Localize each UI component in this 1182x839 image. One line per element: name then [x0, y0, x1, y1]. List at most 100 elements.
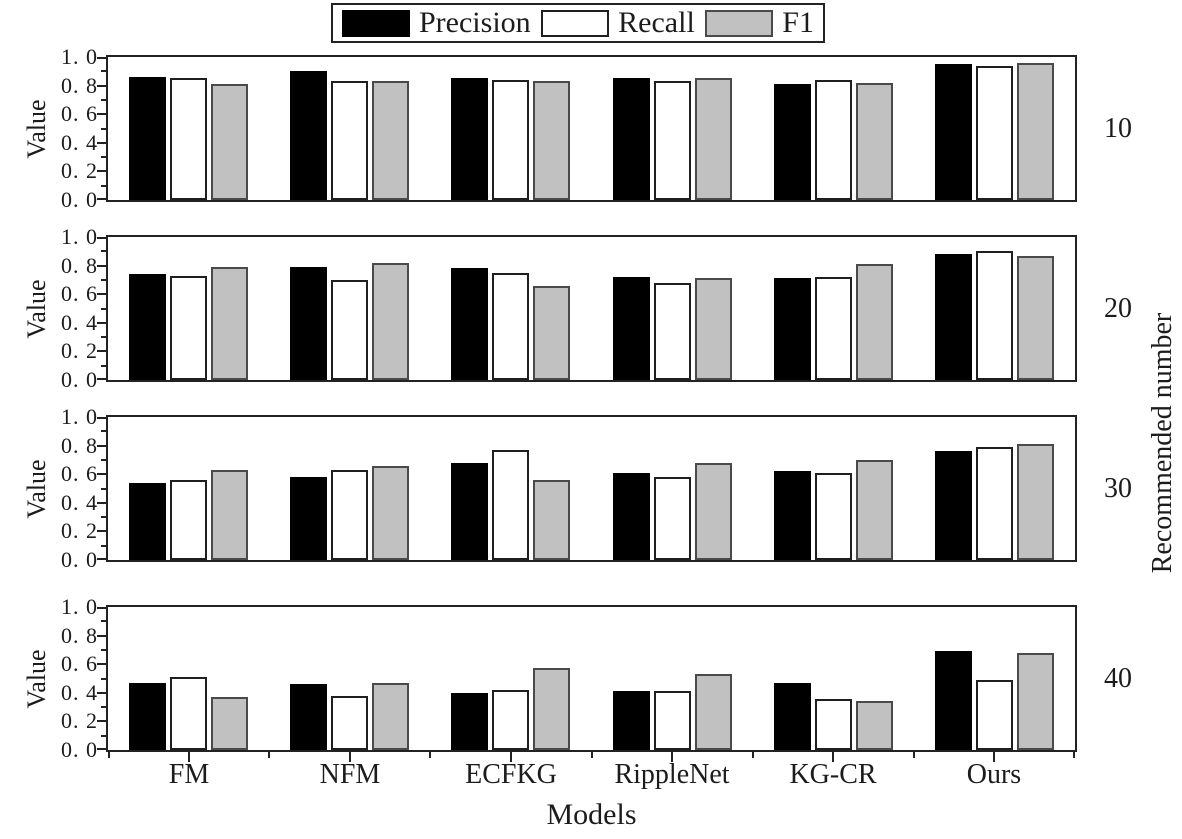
y-minor-tick: [101, 620, 106, 622]
y-minor-tick: [101, 459, 106, 461]
subplot-panel-40: [97, 605, 1077, 762]
y-minor-tick: [101, 735, 106, 737]
bar-recall-FM: [170, 677, 207, 750]
bar-recall-KG-CR: [815, 473, 852, 560]
recommended-number-label: 20: [1104, 292, 1132, 324]
subplot-panel-30: [97, 415, 1077, 562]
legend-label-recall: Recall: [618, 6, 695, 39]
bar-precision-ECFKG: [451, 78, 488, 200]
recall-swatch-icon: [541, 9, 610, 37]
legend-entry-recall: Recall: [541, 8, 695, 38]
bar-precision-ECFKG: [451, 463, 488, 560]
bar-f1-RippleNet: [695, 674, 732, 750]
y-tick-label: 1. 0: [61, 404, 98, 429]
x-tick-label-nfm: NFM: [319, 759, 381, 790]
precision-swatch-icon: [342, 9, 410, 37]
y-axis-title: Value: [22, 278, 51, 339]
y-major-tick: [97, 530, 106, 532]
y-tick-label: 0. 0: [61, 187, 98, 212]
bar-recall-ECFKG: [492, 450, 529, 560]
y-axis-title: Value: [22, 98, 51, 159]
y-tick-label: 0. 0: [61, 547, 98, 572]
x-minor-tick: [913, 752, 915, 758]
y-minor-tick: [101, 706, 106, 708]
y-minor-tick: [101, 365, 106, 367]
bar-precision-NFM: [290, 71, 327, 200]
bar-recall-Ours: [976, 447, 1013, 560]
y-tick-label: 0. 2: [61, 338, 98, 363]
bar-f1-FM: [211, 470, 248, 560]
y-tick-label: 0. 8: [61, 433, 98, 458]
legend-entry-precision: Precision: [342, 8, 531, 38]
bar-precision-FM: [129, 683, 166, 750]
y-tick-label: 0. 4: [61, 680, 98, 705]
y-major-tick: [97, 265, 106, 267]
legend: Precision Recall F1: [331, 3, 825, 43]
bar-recall-NFM: [331, 470, 368, 560]
bar-recall-ECFKG: [492, 273, 529, 380]
x-axis-title: Models: [546, 798, 637, 831]
bar-precision-NFM: [290, 477, 327, 560]
y-major-tick: [97, 350, 106, 352]
y-tick-label: 0. 0: [61, 737, 98, 762]
recommended-number-label: 10: [1104, 112, 1132, 144]
bar-f1-FM: [211, 84, 248, 200]
y-major-tick: [97, 663, 106, 665]
bar-f1-NFM: [372, 81, 409, 200]
bar-recall-KG-CR: [815, 277, 852, 380]
y-axis-title: Value: [22, 458, 51, 519]
y-minor-tick: [101, 336, 106, 338]
bar-precision-ECFKG: [451, 268, 488, 380]
bar-recall-RippleNet: [654, 81, 691, 200]
bar-precision-Ours: [935, 64, 972, 200]
y-tick-label: 0. 2: [61, 518, 98, 543]
bar-f1-NFM: [372, 466, 409, 560]
bar-recall-RippleNet: [654, 691, 691, 750]
y-major-tick: [97, 473, 106, 475]
y-major-tick: [97, 57, 106, 59]
bar-f1-KG-CR: [856, 83, 893, 200]
y-major-tick: [97, 198, 106, 200]
x-minor-tick: [591, 752, 593, 758]
y-major-tick: [97, 293, 106, 295]
bar-recall-FM: [170, 480, 207, 560]
bar-recall-RippleNet: [654, 477, 691, 560]
bar-f1-ECFKG: [533, 81, 570, 200]
bar-precision-FM: [129, 77, 166, 200]
bar-f1-Ours: [1017, 256, 1054, 380]
y-tick-label: 0. 8: [61, 73, 98, 98]
y-minor-tick: [101, 128, 106, 130]
bar-f1-FM: [211, 697, 248, 750]
x-tick-label-fm: FM: [168, 759, 210, 790]
bar-precision-KG-CR: [774, 471, 811, 560]
y-tick-label: 0. 2: [61, 158, 98, 183]
bar-precision-RippleNet: [613, 78, 650, 200]
x-minor-tick: [752, 752, 754, 758]
bar-f1-KG-CR: [856, 460, 893, 560]
bar-f1-ECFKG: [533, 668, 570, 750]
y-minor-tick: [101, 649, 106, 651]
bar-precision-FM: [129, 274, 166, 380]
y-tick-label: 0. 4: [61, 130, 98, 155]
bar-recall-NFM: [331, 696, 368, 750]
y-major-tick: [97, 170, 106, 172]
y-axis-title: Value: [22, 648, 51, 709]
x-tick-label-ours: Ours: [966, 759, 1022, 790]
bar-recall-KG-CR: [815, 80, 852, 200]
y-tick-label: 1. 0: [61, 224, 98, 249]
y-tick-label: 0. 6: [61, 101, 98, 126]
bar-precision-NFM: [290, 267, 327, 380]
y-major-tick: [97, 748, 106, 750]
y-tick-label: 0. 6: [61, 281, 98, 306]
y-minor-tick: [101, 99, 106, 101]
bar-f1-Ours: [1017, 653, 1054, 750]
bar-f1-RippleNet: [695, 78, 732, 200]
bar-recall-KG-CR: [815, 699, 852, 750]
bar-f1-NFM: [372, 683, 409, 750]
y-tick-label: 1. 0: [61, 44, 98, 69]
x-major-tick: [188, 752, 190, 762]
bar-f1-FM: [211, 267, 248, 380]
y-minor-tick: [101, 279, 106, 281]
y-minor-tick: [101, 488, 106, 490]
